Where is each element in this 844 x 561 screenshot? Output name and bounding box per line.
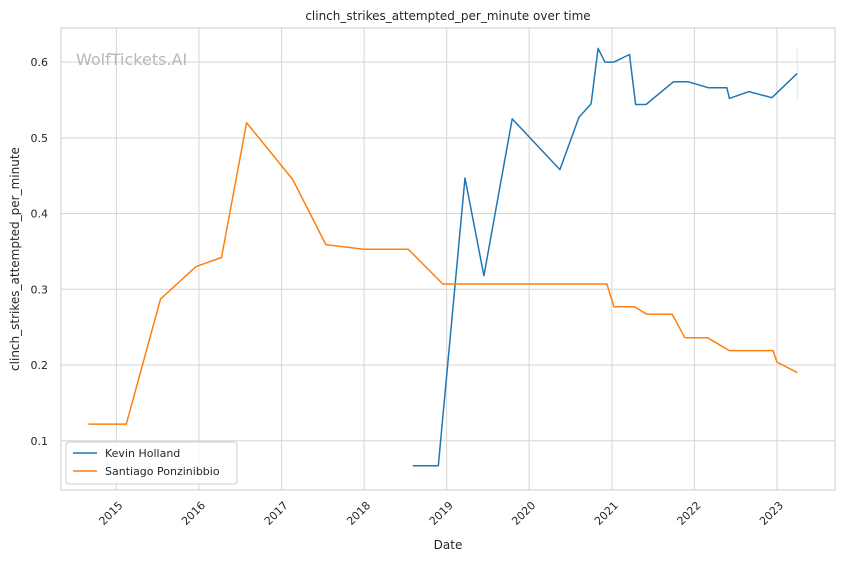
x-tick-label: 2019 xyxy=(427,499,456,528)
grid xyxy=(61,28,835,490)
y-tick-label: 0.6 xyxy=(31,56,49,69)
y-tick-label: 0.1 xyxy=(31,435,49,448)
x-tick-label: 2020 xyxy=(509,499,538,528)
x-tick-label: 2017 xyxy=(262,499,291,528)
watermark-text: WolfTickets.AI xyxy=(76,50,187,69)
chart-title: clinch_strikes_attempted_per_minute over… xyxy=(305,9,590,23)
y-axis-label: clinch_strikes_attempted_per_minute xyxy=(8,147,22,371)
legend-label-santiago-ponzinibbio: Santiago Ponzinibbio xyxy=(105,465,220,478)
series-line-santiago-ponzinibbio xyxy=(88,121,798,425)
legend: Kevin Holland Santiago Ponzinibbio xyxy=(65,441,238,485)
y-tick-label: 0.3 xyxy=(31,283,49,296)
series-lines xyxy=(88,47,798,467)
series-line-kevin-holland xyxy=(412,47,798,467)
x-tick-label: 2021 xyxy=(592,499,621,528)
x-tick-label: 2016 xyxy=(179,499,208,528)
x-tick-label: 2018 xyxy=(344,499,373,528)
legend-box xyxy=(65,441,238,485)
x-tick-label: 2022 xyxy=(675,499,704,528)
legend-label-kevin-holland: Kevin Holland xyxy=(105,447,180,460)
plot-frame xyxy=(60,27,836,491)
y-tick-label: 0.4 xyxy=(31,208,49,221)
x-tick-label: 2015 xyxy=(97,499,126,528)
x-axis-label: Date xyxy=(434,538,463,552)
y-tick-label: 0.2 xyxy=(31,359,49,372)
x-tick-label: 2023 xyxy=(757,499,786,528)
y-tick-label: 0.5 xyxy=(31,132,49,145)
